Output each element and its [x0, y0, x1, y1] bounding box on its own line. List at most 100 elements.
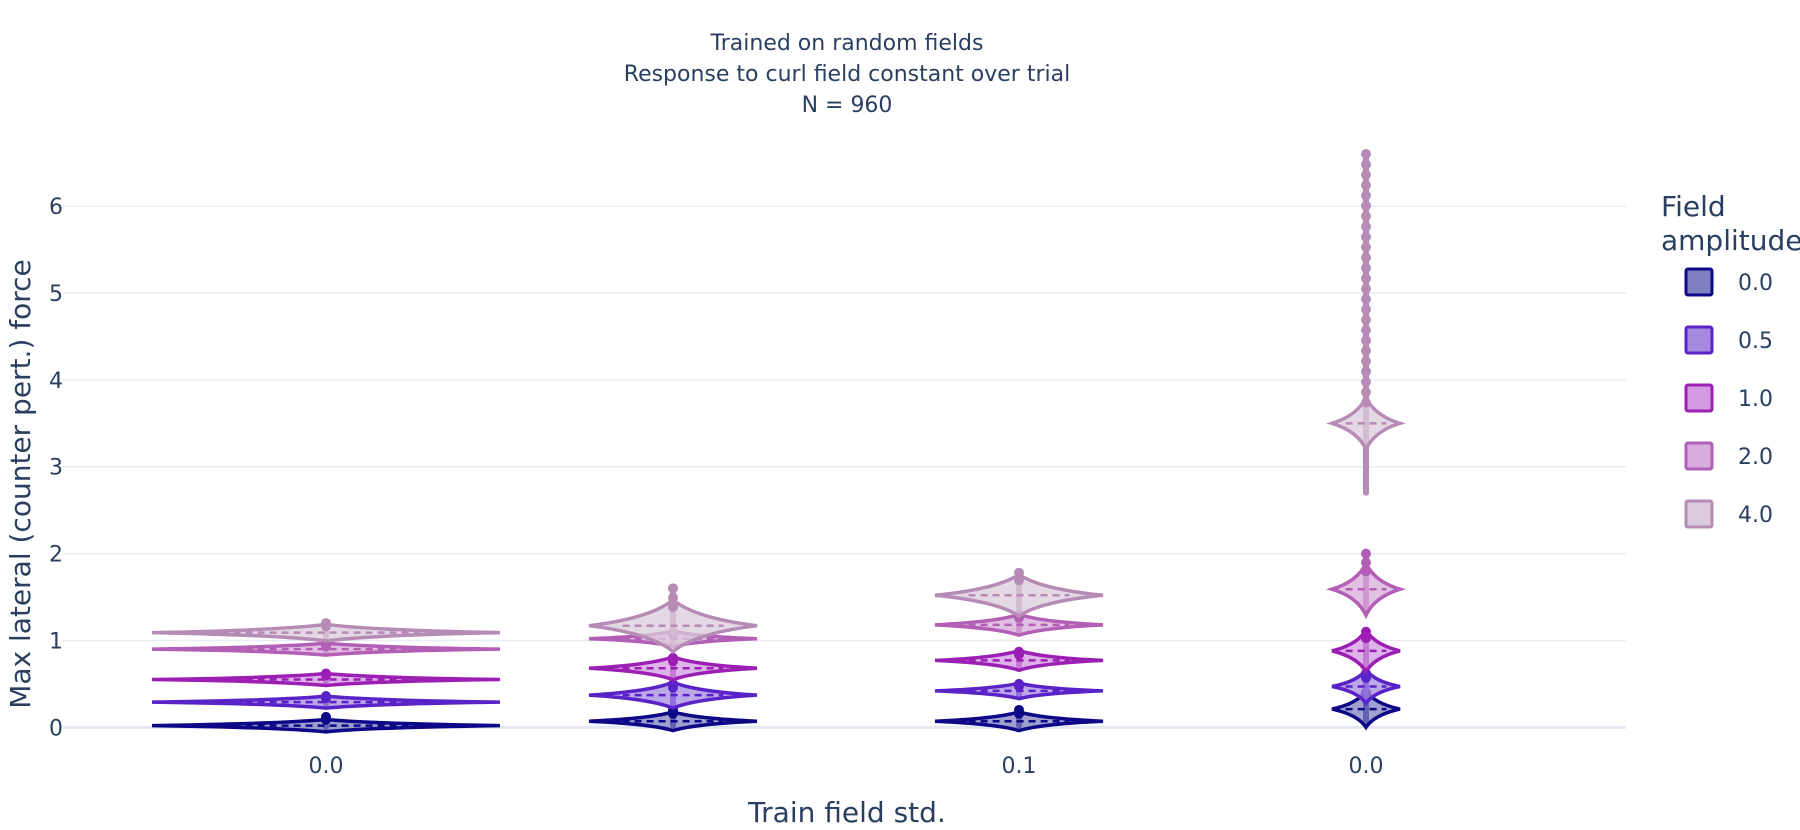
violin-4.0: [1326, 149, 1406, 496]
legend-swatch: [1684, 383, 1714, 413]
x-tick-label: 0.0: [309, 754, 344, 779]
legend-swatch: [1684, 441, 1714, 471]
violin-point: [1361, 335, 1371, 346]
y-tick-label: 1: [49, 629, 63, 654]
violin-point: [1014, 567, 1024, 578]
violin-point: [668, 682, 678, 693]
x-tick-labels: 0.0 0.1 0.0: [309, 754, 1384, 779]
violin-plots: [151, 149, 1406, 734]
violin-point: [321, 621, 331, 632]
violin-1.0: [1331, 626, 1401, 676]
legend-item[interactable]: 4.0: [1684, 499, 1773, 529]
violin-point: [668, 592, 678, 603]
violin-point: [321, 693, 331, 704]
violin-body: [1331, 626, 1401, 676]
violin-point: [321, 670, 331, 681]
violin-point: [1361, 190, 1371, 201]
violin-0.5: [588, 678, 758, 711]
violin-point: [1361, 211, 1371, 222]
legend-item[interactable]: 0.0: [1684, 267, 1773, 297]
chart-title: Trained on random fields Response to cur…: [624, 31, 1070, 118]
title-line-2: Response to curl field constant over tri…: [624, 62, 1070, 87]
violin-point: [321, 641, 331, 652]
legend-item[interactable]: 1.0: [1684, 383, 1773, 413]
violin-point: [1361, 314, 1371, 325]
y-tick-label: 5: [49, 282, 63, 307]
legend-item[interactable]: 0.5: [1684, 325, 1773, 355]
y-tick-label: 0: [49, 716, 63, 741]
violin-point: [1361, 180, 1371, 191]
y-tick-label: 6: [49, 195, 63, 220]
violin-point: [1361, 366, 1371, 377]
violin-0.0: [151, 711, 501, 734]
violin-point: [1361, 387, 1371, 398]
violin-point: [1014, 708, 1024, 719]
y-tick-label: 4: [49, 369, 63, 394]
violin-point: [1361, 566, 1371, 577]
violin-body: [151, 717, 501, 734]
violin-point: [1361, 376, 1371, 387]
y-tick-label: 3: [49, 456, 63, 481]
title-line-1: Trained on random fields: [710, 31, 984, 56]
violin-point: [1361, 159, 1371, 170]
violin-point: [1361, 221, 1371, 232]
violin-point: [1361, 356, 1371, 367]
x-tick-label: 0.0: [1349, 754, 1384, 779]
violin-point: [321, 714, 331, 725]
violin-point: [1361, 548, 1371, 559]
violin-4.0: [151, 618, 501, 643]
legend-label: 2.0: [1738, 445, 1773, 470]
y-tick-labels: 0 1 2 3 4 5 6: [49, 195, 63, 741]
violin-point: [668, 583, 678, 594]
legend-label: 4.0: [1738, 503, 1773, 528]
violin-point: [1014, 649, 1024, 660]
violin-point: [668, 708, 678, 719]
y-axis-title: Max lateral (counter pert.) force: [4, 259, 37, 709]
violin-1.0: [934, 646, 1104, 673]
violin-0.5: [934, 678, 1104, 701]
violin-4.0: [934, 567, 1104, 619]
violin-body: [1331, 687, 1401, 731]
violin-1.0: [588, 652, 758, 682]
violin-point: [1361, 672, 1371, 683]
legend-swatch: [1684, 499, 1714, 529]
violin-point: [1361, 262, 1371, 273]
violin-point: [1361, 149, 1371, 160]
violin-point: [668, 656, 678, 667]
violin-body: [151, 622, 501, 643]
violin-point: [1361, 242, 1371, 253]
violin-0.0: [934, 704, 1104, 733]
violin-point: [1361, 397, 1371, 408]
x-axis-title: Train field std.: [747, 796, 946, 829]
violin-body: [1326, 393, 1406, 454]
legend-label: 1.0: [1738, 387, 1773, 412]
violin-point: [1361, 633, 1371, 644]
violin-0.5: [151, 691, 501, 710]
violin-point: [1361, 304, 1371, 315]
title-line-3: N = 960: [802, 93, 893, 118]
violin-point: [1361, 294, 1371, 305]
x-tick-label: 0.1: [1002, 754, 1037, 779]
legend-items: 0.0 0.5 1.0 2.0 4.0: [1684, 267, 1773, 529]
violin-point: [1361, 283, 1371, 294]
y-tick-label: 2: [49, 543, 63, 568]
violin-point: [1361, 557, 1371, 568]
violin-body: [1326, 559, 1406, 620]
legend-item[interactable]: 2.0: [1684, 441, 1773, 471]
legend-label: 0.5: [1738, 329, 1773, 354]
violin-1.0: [151, 668, 501, 688]
legend-title: Field amplitude: [1661, 190, 1800, 257]
violin-point: [1361, 345, 1371, 356]
legend-swatch: [1684, 267, 1714, 297]
violin-point: [1361, 169, 1371, 180]
legend-swatch: [1684, 325, 1714, 355]
legend-label: 0.0: [1738, 271, 1773, 296]
violin-point: [1361, 200, 1371, 211]
violin-point: [1014, 681, 1024, 692]
violin-point: [668, 602, 678, 613]
violin-point: [1361, 273, 1371, 284]
violin-body: [1331, 666, 1401, 707]
violin-point: [1361, 325, 1371, 336]
violin-point: [1361, 252, 1371, 263]
